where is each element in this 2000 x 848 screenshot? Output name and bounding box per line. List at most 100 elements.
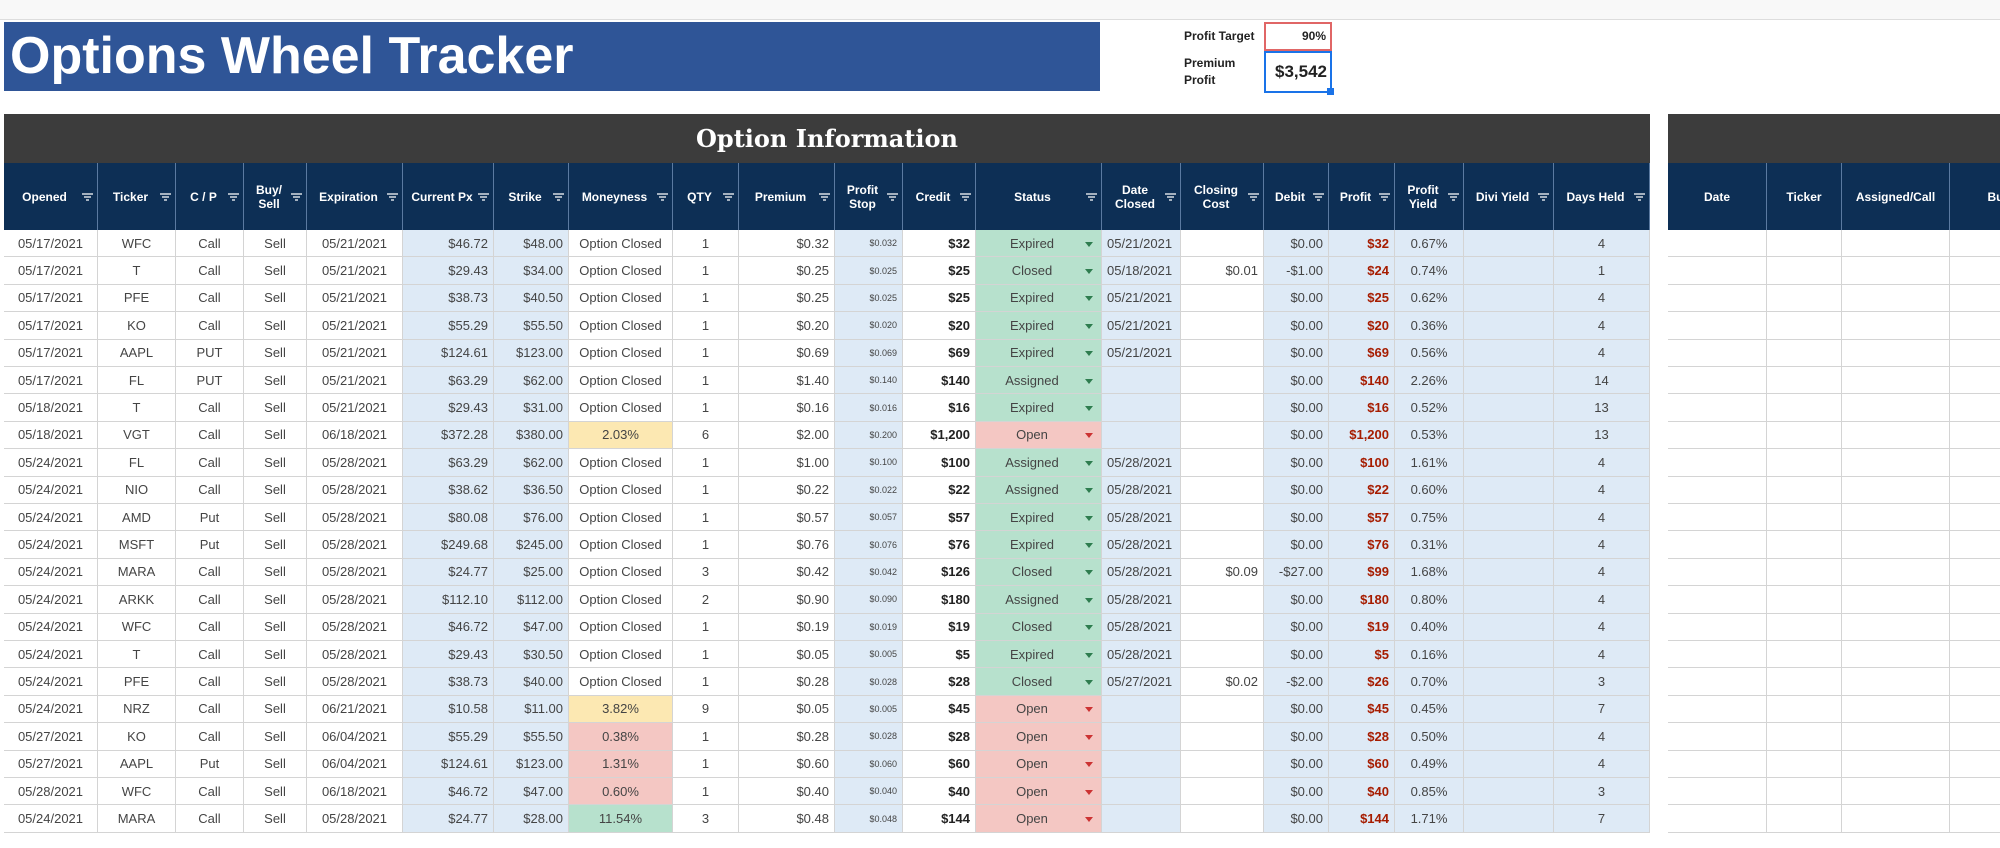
- dropdown-arrow[interactable]: [1085, 762, 1093, 768]
- cell[interactable]: Open: [976, 805, 1102, 833]
- filter-icon[interactable]: [1165, 192, 1176, 201]
- column-header[interactable]: Premium: [739, 163, 835, 230]
- premium-profit-value[interactable]: $3,542: [1264, 51, 1332, 93]
- column-header[interactable]: Date: [1668, 163, 1767, 230]
- column-header[interactable]: Divi Yield: [1464, 163, 1554, 230]
- column-header[interactable]: Status: [976, 163, 1102, 230]
- column-header[interactable]: Opened: [4, 163, 98, 230]
- filter-icon[interactable]: [1379, 192, 1390, 201]
- filter-icon[interactable]: [160, 192, 171, 201]
- filter-icon[interactable]: [657, 192, 668, 201]
- column-header[interactable]: Ticker: [1767, 163, 1842, 230]
- column-header[interactable]: Date Closed: [1102, 163, 1181, 230]
- filter-icon[interactable]: [1313, 192, 1324, 201]
- filter-icon[interactable]: [1248, 192, 1259, 201]
- filter-icon[interactable]: [387, 192, 398, 201]
- filter-icon[interactable]: [960, 192, 971, 201]
- cell: Sell: [244, 476, 307, 504]
- column-header[interactable]: Buy/ Sell: [244, 163, 307, 230]
- cell: [1842, 504, 1950, 532]
- column-header[interactable]: Credit: [903, 163, 976, 230]
- filter-icon[interactable]: [1538, 192, 1549, 201]
- dropdown-arrow[interactable]: [1085, 241, 1093, 247]
- filter-icon[interactable]: [819, 192, 830, 201]
- cell[interactable]: Expired: [976, 230, 1102, 258]
- column-header[interactable]: Moneyness: [569, 163, 673, 230]
- cell[interactable]: Open: [976, 723, 1102, 751]
- profit-target-value[interactable]: 90%: [1264, 22, 1332, 51]
- column-header[interactable]: Profit: [1329, 163, 1395, 230]
- cell: [1181, 449, 1264, 477]
- cell[interactable]: Assigned: [976, 367, 1102, 395]
- filter-icon[interactable]: [1634, 192, 1645, 201]
- dropdown-arrow[interactable]: [1085, 652, 1093, 658]
- dropdown-arrow[interactable]: [1085, 351, 1093, 357]
- dropdown-arrow[interactable]: [1085, 570, 1093, 576]
- column-header[interactable]: Current Px: [403, 163, 494, 230]
- dropdown-arrow[interactable]: [1085, 460, 1093, 466]
- dropdown-arrow[interactable]: [1085, 378, 1093, 384]
- cell[interactable]: Closed: [976, 558, 1102, 587]
- cell: 1: [673, 312, 739, 340]
- dropdown-arrow[interactable]: [1085, 707, 1093, 713]
- cell[interactable]: Open: [976, 778, 1102, 806]
- column-header[interactable]: Assigned/Call: [1842, 163, 1950, 230]
- cell: 11.54%: [569, 805, 673, 833]
- column-header[interactable]: Profit Stop: [835, 163, 903, 230]
- column-header[interactable]: Days Held: [1554, 163, 1650, 230]
- cell[interactable]: Expired: [976, 641, 1102, 669]
- column-header[interactable]: Debit: [1264, 163, 1329, 230]
- cell: $0.025: [835, 284, 903, 313]
- cell[interactable]: Expired: [976, 531, 1102, 559]
- dropdown-arrow[interactable]: [1085, 296, 1093, 302]
- dropdown-arrow[interactable]: [1085, 625, 1093, 631]
- column-header[interactable]: Closing Cost: [1181, 163, 1264, 230]
- cell[interactable]: Closed: [976, 668, 1102, 696]
- cell[interactable]: Open: [976, 421, 1102, 450]
- filter-icon[interactable]: [228, 192, 239, 201]
- dropdown-arrow[interactable]: [1085, 680, 1093, 686]
- cell[interactable]: Open: [976, 695, 1102, 724]
- column-header[interactable]: Buy/S: [1950, 163, 2000, 230]
- dropdown-arrow[interactable]: [1085, 543, 1093, 549]
- dropdown-arrow[interactable]: [1085, 789, 1093, 795]
- cell: [1668, 668, 1767, 696]
- filter-icon[interactable]: [478, 192, 489, 201]
- dropdown-arrow[interactable]: [1085, 734, 1093, 740]
- cell: 1: [673, 367, 739, 395]
- cell[interactable]: Expired: [976, 504, 1102, 532]
- filter-icon[interactable]: [1086, 192, 1097, 201]
- cell[interactable]: Assigned: [976, 449, 1102, 477]
- cell[interactable]: Expired: [976, 339, 1102, 367]
- column-header[interactable]: Ticker: [98, 163, 176, 230]
- dropdown-arrow[interactable]: [1085, 488, 1093, 494]
- column-header[interactable]: Profit Yield: [1395, 163, 1464, 230]
- dropdown-arrow[interactable]: [1085, 433, 1093, 439]
- cell[interactable]: Expired: [976, 394, 1102, 422]
- cell[interactable]: Closed: [976, 257, 1102, 285]
- cell[interactable]: Open: [976, 750, 1102, 778]
- dropdown-arrow[interactable]: [1085, 817, 1093, 823]
- dropdown-arrow[interactable]: [1085, 269, 1093, 275]
- column-header[interactable]: C / P: [176, 163, 244, 230]
- column-header[interactable]: Strike: [494, 163, 569, 230]
- cell[interactable]: Closed: [976, 613, 1102, 641]
- cell: $46.72: [403, 778, 494, 806]
- filter-icon[interactable]: [553, 192, 564, 201]
- filter-icon[interactable]: [291, 192, 302, 201]
- filter-icon[interactable]: [82, 192, 93, 201]
- column-header[interactable]: Expiration: [307, 163, 403, 230]
- cell: Option Closed: [569, 230, 673, 258]
- dropdown-arrow[interactable]: [1085, 515, 1093, 521]
- dropdown-arrow[interactable]: [1085, 597, 1093, 603]
- cell[interactable]: Expired: [976, 312, 1102, 340]
- dropdown-arrow[interactable]: [1085, 323, 1093, 329]
- cell[interactable]: Assigned: [976, 586, 1102, 614]
- filter-icon[interactable]: [1448, 192, 1459, 201]
- filter-icon[interactable]: [887, 192, 898, 201]
- column-header[interactable]: QTY: [673, 163, 739, 230]
- cell[interactable]: Expired: [976, 284, 1102, 313]
- dropdown-arrow[interactable]: [1085, 406, 1093, 412]
- filter-icon[interactable]: [723, 192, 734, 201]
- cell[interactable]: Assigned: [976, 476, 1102, 504]
